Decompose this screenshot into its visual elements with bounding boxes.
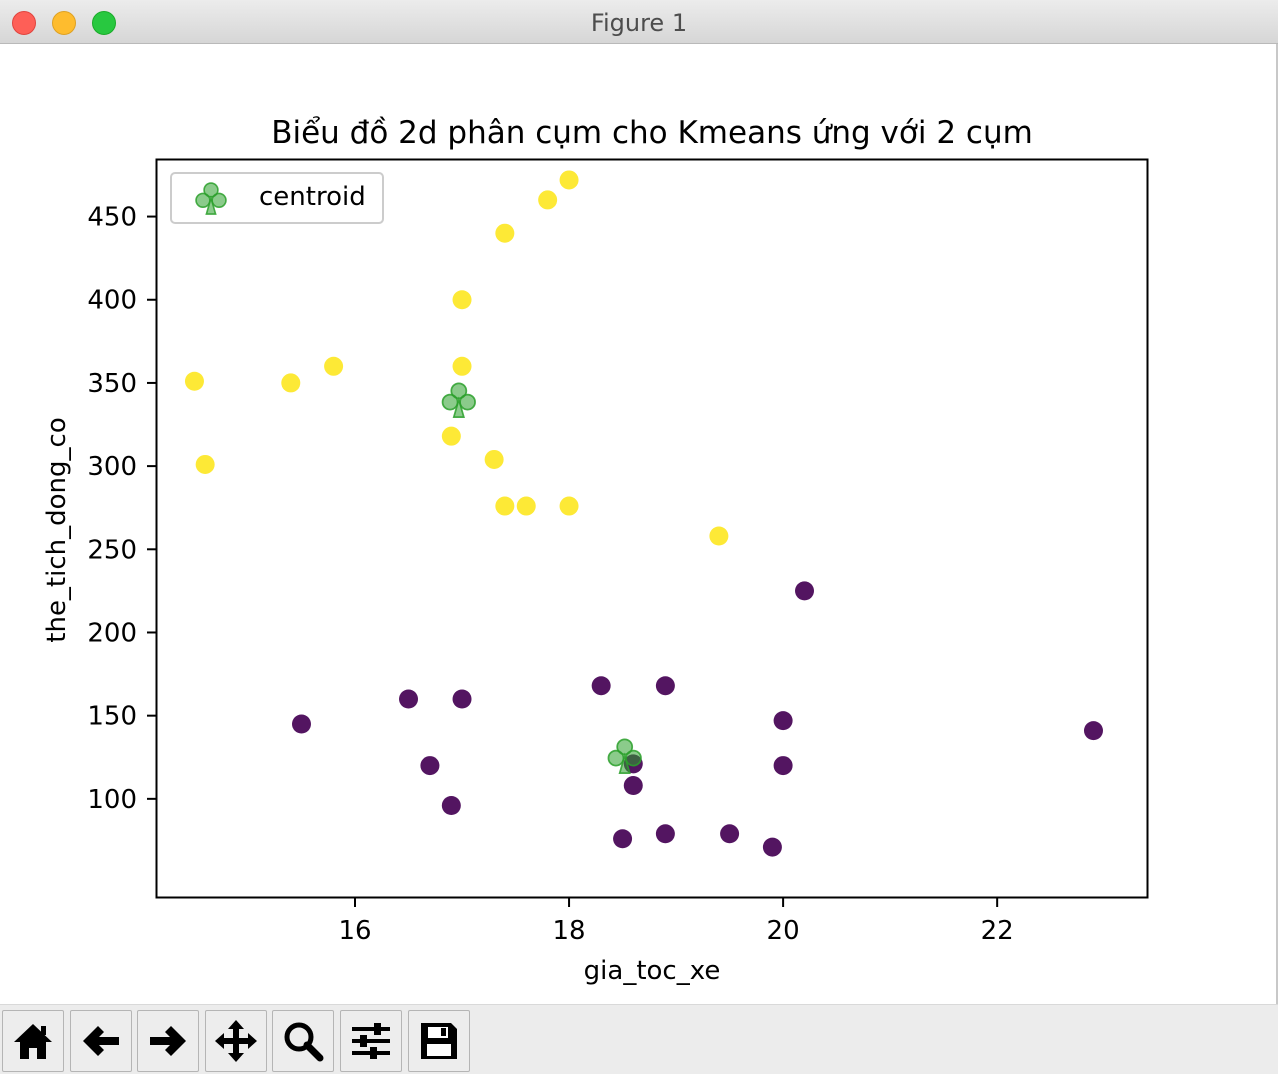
y-tick-label: 400 (87, 286, 137, 316)
save-button[interactable] (408, 1010, 470, 1072)
legend-centroid-marker (195, 182, 227, 215)
pan-button[interactable] (205, 1010, 267, 1072)
legend-label-centroid: centroid (259, 182, 366, 212)
navigation-toolbar (0, 1004, 1278, 1074)
x-tick-label: 16 (338, 916, 371, 946)
zoom-magnifier-icon (284, 1022, 324, 1062)
x-tick-label: 22 (981, 916, 1014, 946)
close-window-button[interactable] (12, 11, 36, 35)
cluster-1-point (495, 496, 515, 516)
y-tick-label: 250 (87, 535, 137, 565)
figure-canvas: Biểu đồ 2d phân cụm cho Kmeans ứng với 2… (0, 44, 1278, 1004)
cluster-0-point (762, 837, 782, 857)
y-tick-label: 150 (87, 702, 137, 732)
cluster-0-point (773, 756, 793, 776)
cluster-0-point (452, 689, 472, 709)
x-tick-label: 20 (767, 916, 800, 946)
cluster-1-point (441, 426, 461, 446)
x-axis-label: gia_toc_xe (584, 956, 721, 986)
cluster-1-point (184, 371, 204, 391)
cluster-0-point (720, 824, 740, 844)
y-tick-label: 450 (87, 203, 137, 233)
centroid-marker (441, 382, 476, 418)
cluster-0-point (1083, 721, 1103, 741)
window-titlebar: Figure 1 (0, 0, 1278, 44)
centroid-marker (607, 738, 642, 774)
cluster-1-point (281, 373, 301, 393)
cluster-1-point (709, 526, 729, 546)
y-axis-label: the_tich_dong_co (42, 417, 72, 642)
y-tick-label: 350 (87, 369, 137, 399)
cluster-1-point (495, 223, 515, 243)
cluster-0-point (623, 776, 643, 796)
pan-move-icon (215, 1020, 257, 1062)
cluster-1-point (195, 454, 215, 474)
cluster-0-point (655, 676, 675, 696)
y-tick-label: 200 (87, 618, 137, 648)
configure-subplots-button[interactable] (340, 1010, 402, 1072)
plot-frame (155, 158, 1149, 899)
cluster-1-point (484, 449, 504, 469)
chart-marks (184, 170, 1103, 857)
home-button[interactable] (2, 1010, 64, 1072)
cluster-1-point (324, 356, 344, 376)
y-axis: 100 150 200 250 300 350 400 450 (87, 203, 156, 815)
cluster-0-point (773, 711, 793, 731)
window-border (1276, 44, 1278, 1074)
x-axis: 16 18 20 22 (338, 898, 1014, 946)
zoom-button[interactable] (272, 1010, 334, 1072)
home-icon (14, 1024, 52, 1059)
cluster-1-point (559, 170, 579, 190)
cluster-1-point (452, 290, 472, 310)
cluster-0-point (399, 689, 419, 709)
cluster-1-point (516, 496, 536, 516)
cluster-0-point (291, 714, 311, 734)
x-tick-label: 18 (553, 916, 586, 946)
legend-box (170, 172, 384, 224)
configure-subplots-icon (352, 1023, 390, 1059)
cluster-0-point (420, 756, 440, 776)
legend-centroid-icon (195, 182, 227, 215)
cluster-0-point (795, 581, 815, 601)
cluster-1-point (452, 356, 472, 376)
maximize-window-button[interactable] (92, 11, 116, 35)
scatter-chart: Biểu đồ 2d phân cụm cho Kmeans ứng với 2… (42, 115, 1149, 986)
forward-button[interactable] (137, 1010, 199, 1072)
save-floppy-icon (421, 1023, 457, 1059)
forward-arrow-icon (150, 1026, 186, 1056)
cluster-0-point (613, 829, 633, 849)
legend: centroid (170, 172, 384, 224)
cluster-0-point (655, 824, 675, 844)
y-tick-label: 100 (87, 785, 137, 815)
back-button[interactable] (70, 1010, 132, 1072)
cluster-1-point (559, 496, 579, 516)
minimize-window-button[interactable] (52, 11, 76, 35)
chart-title: Biểu đồ 2d phân cụm cho Kmeans ứng với 2… (271, 115, 1033, 151)
window-title: Figure 1 (590, 9, 688, 37)
cluster-0-point (591, 676, 611, 696)
back-arrow-icon (83, 1026, 119, 1056)
cluster-1-point (538, 190, 558, 210)
cluster-0-point (441, 795, 461, 815)
y-tick-label: 300 (87, 452, 137, 482)
